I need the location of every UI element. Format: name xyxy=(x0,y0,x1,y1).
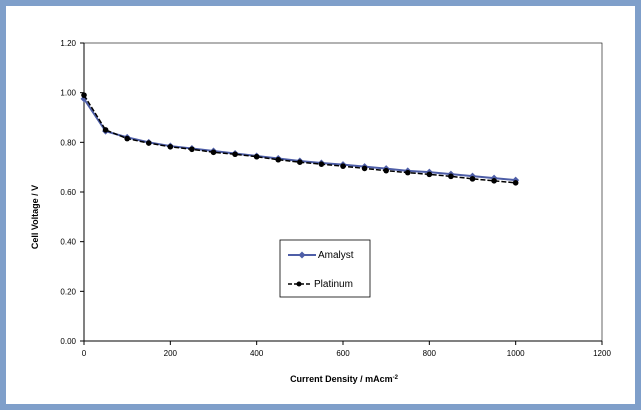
series-platinum-point xyxy=(253,153,260,160)
x-axis-title: Current Density / mAcm-2 xyxy=(290,374,399,384)
series-platinum-point xyxy=(167,144,174,150)
x-tick-label: 0 xyxy=(82,349,87,358)
series-platinum-point xyxy=(102,127,109,133)
y-tick-label: 1.20 xyxy=(60,39,76,48)
series-platinum-point xyxy=(124,135,130,142)
legend-box xyxy=(279,239,371,298)
y-tick-label: 0.00 xyxy=(60,337,76,346)
x-tick-label: 600 xyxy=(336,349,350,358)
series-layer xyxy=(80,92,520,186)
series-platinum-point xyxy=(340,163,346,169)
series-platinum-point xyxy=(81,92,87,98)
y-axis-ticks: 0.00 0.20 0.40 0.60 0.80 1.00 1.20 xyxy=(60,39,84,346)
series-platinum-point xyxy=(383,167,389,174)
y-tick-label: 0.40 xyxy=(60,238,76,247)
legend-platinum-marker xyxy=(296,281,302,287)
y-tick-label: 1.00 xyxy=(60,89,76,98)
x-axis-title-main: Current Density / mAcm xyxy=(290,374,393,384)
x-tick-label: 800 xyxy=(423,349,437,358)
series-platinum-point xyxy=(491,178,497,184)
series-platinum-point xyxy=(361,165,368,172)
y-tick-label: 0.20 xyxy=(60,287,76,296)
x-tick-label: 1000 xyxy=(507,349,525,358)
series-platinum-point xyxy=(512,180,519,186)
y-axis-title: Cell Voltage / V xyxy=(30,185,40,249)
series-platinum xyxy=(81,92,519,186)
x-tick-label: 1200 xyxy=(593,349,611,358)
legend: Amalyst Platinum xyxy=(279,239,371,298)
legend-platinum-label: Platinum xyxy=(314,279,353,290)
x-axis-title-superscript: -2 xyxy=(393,375,399,381)
series-platinum-point xyxy=(189,146,195,153)
series-platinum-point xyxy=(275,156,282,163)
series-platinum-point xyxy=(145,140,152,146)
y-tick-label: 0.60 xyxy=(60,188,76,197)
x-tick-label: 200 xyxy=(164,349,178,358)
legend-entry-platinum: Platinum xyxy=(288,279,353,290)
x-tick-label: 400 xyxy=(250,349,264,358)
series-platinum-point xyxy=(404,169,411,176)
legend-amalyst-label: Amalyst xyxy=(318,250,354,261)
legend-amalyst-marker xyxy=(298,251,306,259)
y-tick-label: 0.80 xyxy=(60,138,76,147)
series-platinum-point xyxy=(426,171,433,178)
x-axis-ticks: 0 200 400 600 800 1000 1200 xyxy=(82,341,611,358)
series-amalyst xyxy=(80,95,520,184)
series-platinum-point xyxy=(297,159,303,165)
series-platinum-point xyxy=(210,149,217,156)
series-platinum-point xyxy=(318,161,325,167)
series-platinum-point xyxy=(469,176,476,182)
legend-entry-amalyst: Amalyst xyxy=(288,250,354,261)
series-platinum-point xyxy=(232,151,238,158)
series-platinum-point xyxy=(448,173,454,180)
